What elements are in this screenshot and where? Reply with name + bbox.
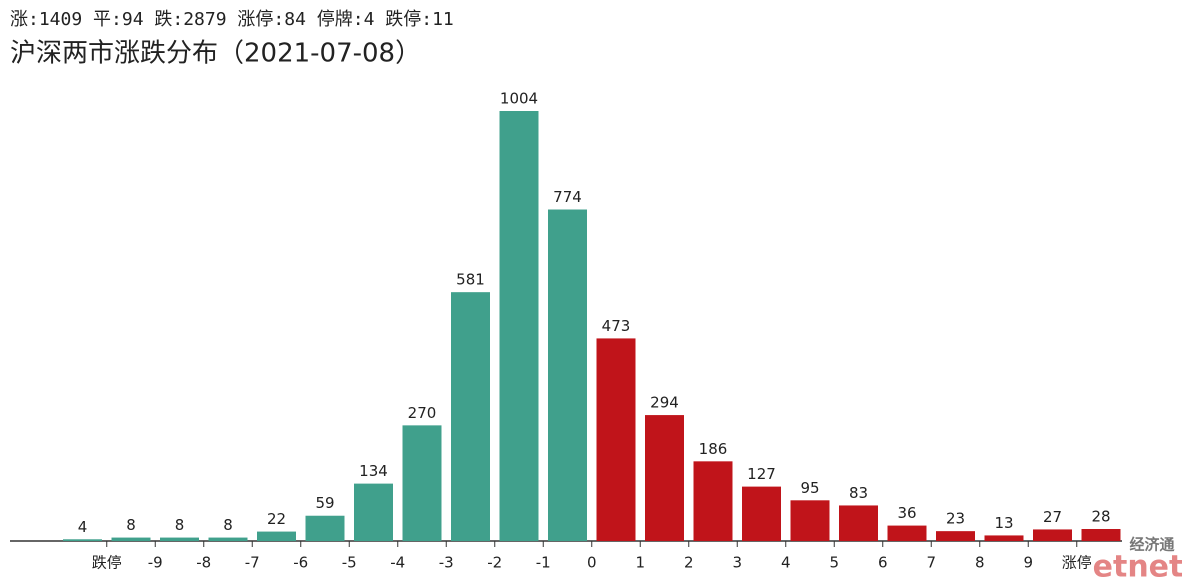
summary: 涨:1409 平:94 跌:2879 涨停:84 停牌:4 跌停:11 [10, 9, 454, 30]
value-label: 8 [126, 516, 136, 534]
x-tick-label: -3 [439, 554, 454, 572]
bar [645, 415, 684, 541]
bar [354, 483, 393, 541]
value-label: 95 [800, 479, 819, 497]
value-label: 27 [1043, 508, 1062, 526]
watermark-top: 经济通 [1129, 536, 1174, 554]
bar [936, 531, 975, 541]
bar [402, 425, 442, 541]
value-label: 581 [456, 271, 485, 289]
bar [887, 525, 927, 541]
x-tick-label: 9 [1023, 554, 1033, 572]
value-label: 59 [315, 494, 334, 512]
bar [1033, 529, 1072, 541]
value-label: 36 [897, 504, 916, 522]
bar [208, 537, 248, 541]
x-tick-label: 7 [926, 554, 936, 572]
bar [160, 537, 199, 541]
bar [499, 111, 539, 541]
value-label: 4 [78, 518, 88, 536]
x-tick-label: 5 [829, 554, 839, 572]
x-tick-label: 2 [684, 554, 694, 572]
x-tick-label: 4 [781, 554, 791, 572]
x-tick-label: -6 [293, 554, 308, 572]
x-tick-label: 3 [732, 554, 742, 572]
value-label: 774 [553, 188, 582, 206]
value-label: 83 [849, 484, 868, 502]
bar [596, 338, 636, 541]
bar [742, 486, 781, 541]
value-label: 473 [602, 317, 631, 335]
x-tick-label: 跌停 [92, 554, 122, 572]
bar [790, 500, 830, 541]
value-label: 22 [267, 510, 286, 528]
chart-title: 沪深两市涨跌分布（2021-07-08） [10, 39, 421, 69]
x-tick-label: -1 [536, 554, 551, 572]
value-label: 270 [408, 404, 437, 422]
value-label: 294 [650, 394, 679, 412]
bar [1081, 529, 1121, 541]
bar [305, 515, 345, 541]
bar [548, 209, 587, 541]
value-label: 8 [175, 516, 185, 534]
bar [111, 537, 151, 541]
x-tick-label: -9 [148, 554, 163, 572]
bar [451, 292, 490, 541]
value-label: 186 [699, 440, 728, 458]
x-tick-label: -8 [196, 554, 211, 572]
x-tick-label: 6 [878, 554, 888, 572]
bar [984, 535, 1024, 541]
x-tick-label: -4 [390, 554, 405, 572]
x-tick-label: 8 [975, 554, 985, 572]
bar [693, 461, 733, 541]
bar [839, 505, 878, 541]
bar [257, 531, 296, 541]
watermark-bottom: etnet [1093, 550, 1182, 581]
x-tick-label: -7 [245, 554, 260, 572]
bar [63, 539, 102, 541]
x-tick-label: 1 [635, 554, 645, 572]
x-tick-label: 0 [587, 554, 597, 572]
value-label: 13 [994, 514, 1013, 532]
value-label: 134 [359, 462, 388, 480]
value-label: 1004 [500, 90, 538, 108]
x-tick-label: -5 [342, 554, 357, 572]
value-label: 23 [946, 510, 965, 528]
x-tick-label: -2 [487, 554, 502, 572]
value-label: 127 [747, 465, 776, 483]
x-tick-label: 涨停 [1062, 554, 1092, 572]
value-label: 28 [1091, 508, 1110, 526]
value-label: 8 [223, 516, 233, 534]
